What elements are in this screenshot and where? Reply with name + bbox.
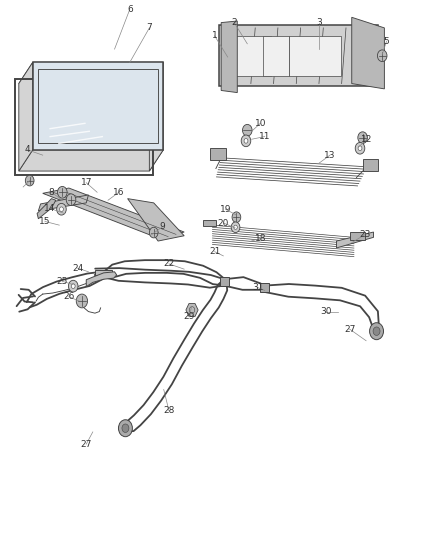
- Circle shape: [25, 175, 34, 186]
- Polygon shape: [19, 62, 163, 84]
- Text: 27: 27: [81, 440, 92, 449]
- Circle shape: [355, 142, 365, 154]
- Polygon shape: [39, 195, 88, 211]
- Circle shape: [234, 225, 237, 229]
- Circle shape: [122, 424, 129, 432]
- Circle shape: [373, 327, 380, 335]
- Polygon shape: [289, 36, 341, 76]
- Text: 25: 25: [57, 277, 68, 286]
- Circle shape: [60, 207, 64, 212]
- Text: 11: 11: [259, 132, 270, 141]
- Polygon shape: [262, 36, 289, 76]
- Text: 4: 4: [25, 146, 30, 155]
- Polygon shape: [237, 36, 271, 76]
- Circle shape: [71, 284, 75, 288]
- Text: 21: 21: [209, 247, 220, 256]
- Polygon shape: [203, 220, 216, 226]
- Polygon shape: [220, 277, 229, 286]
- Circle shape: [68, 280, 78, 292]
- Circle shape: [57, 204, 66, 215]
- Text: 2: 2: [231, 18, 237, 27]
- Text: 24: 24: [72, 264, 83, 272]
- Circle shape: [231, 222, 240, 232]
- Polygon shape: [19, 150, 163, 171]
- Text: 10: 10: [254, 119, 266, 128]
- Text: 17: 17: [81, 178, 92, 187]
- Text: 30: 30: [320, 307, 332, 316]
- Circle shape: [358, 146, 362, 151]
- Polygon shape: [33, 62, 163, 150]
- Polygon shape: [363, 159, 378, 171]
- Circle shape: [370, 322, 384, 340]
- Text: 9: 9: [159, 222, 165, 231]
- Text: 20: 20: [218, 219, 229, 228]
- Circle shape: [358, 132, 367, 143]
- Circle shape: [243, 124, 252, 136]
- Polygon shape: [86, 272, 117, 287]
- Text: 3: 3: [316, 18, 322, 27]
- Text: 1: 1: [212, 31, 218, 41]
- Polygon shape: [336, 232, 374, 248]
- Polygon shape: [350, 232, 365, 240]
- Text: 12: 12: [361, 135, 373, 144]
- Text: 13: 13: [324, 151, 336, 160]
- Polygon shape: [352, 17, 385, 89]
- Polygon shape: [127, 199, 184, 241]
- Circle shape: [241, 135, 251, 147]
- Text: 31: 31: [252, 283, 264, 292]
- Polygon shape: [149, 62, 163, 171]
- Text: 5: 5: [384, 37, 389, 46]
- Polygon shape: [210, 148, 226, 160]
- Text: 26: 26: [63, 292, 74, 301]
- Text: 23: 23: [359, 230, 371, 239]
- Text: 6: 6: [127, 5, 133, 14]
- Text: 28: 28: [163, 406, 175, 415]
- Text: 27: 27: [344, 325, 355, 334]
- Polygon shape: [37, 199, 56, 219]
- Circle shape: [66, 194, 76, 206]
- Circle shape: [76, 294, 88, 308]
- Text: 18: 18: [254, 234, 266, 243]
- Text: 7: 7: [146, 23, 152, 33]
- Polygon shape: [219, 25, 378, 86]
- Circle shape: [57, 187, 67, 198]
- Text: 22: 22: [163, 260, 175, 268]
- Polygon shape: [221, 21, 237, 93]
- Text: 14: 14: [43, 204, 55, 213]
- Circle shape: [232, 212, 241, 222]
- Polygon shape: [43, 188, 184, 239]
- Circle shape: [244, 139, 248, 143]
- Text: 16: 16: [113, 188, 125, 197]
- Text: 8: 8: [49, 188, 54, 197]
- Polygon shape: [95, 270, 113, 275]
- Polygon shape: [260, 283, 269, 293]
- Text: 19: 19: [220, 205, 231, 214]
- Text: 29: 29: [184, 312, 195, 321]
- Polygon shape: [186, 304, 198, 317]
- Text: 15: 15: [39, 217, 51, 226]
- Polygon shape: [19, 62, 33, 171]
- Circle shape: [149, 227, 158, 238]
- Circle shape: [378, 50, 387, 62]
- Circle shape: [118, 419, 132, 437]
